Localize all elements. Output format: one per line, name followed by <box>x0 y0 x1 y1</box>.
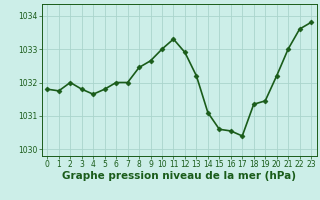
X-axis label: Graphe pression niveau de la mer (hPa): Graphe pression niveau de la mer (hPa) <box>62 171 296 181</box>
